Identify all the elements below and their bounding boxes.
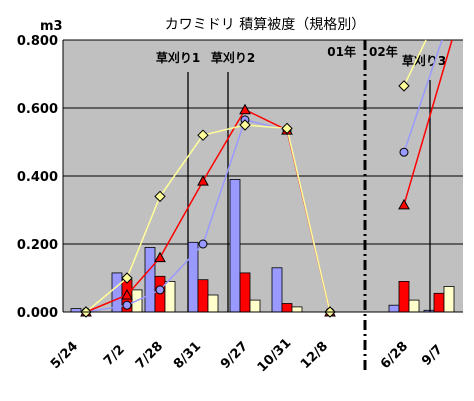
- bar-s3-5: [291, 306, 303, 313]
- marker-diamond-5: [281, 122, 293, 135]
- x-tick-label-4: 9/27: [218, 339, 251, 372]
- marker-triangle-2: [154, 251, 166, 263]
- bar-s2-5: [281, 303, 293, 313]
- marker-triangle-7: [398, 198, 410, 210]
- bar-s3-8: [443, 286, 455, 313]
- line-circle-seg2: [403, 39, 443, 153]
- marker-circle-3: [198, 239, 208, 249]
- bar-s3-7: [408, 299, 420, 313]
- bar-s1-0: [70, 308, 82, 313]
- bar-s2-7: [398, 280, 410, 313]
- y-tick-label-1: 0.200: [17, 238, 58, 253]
- bar-s1-7: [388, 304, 400, 313]
- bar-s1-3: [187, 241, 199, 313]
- line-triangle-seg2: [403, 39, 453, 206]
- marker-diamond-1: [121, 272, 133, 284]
- mowing-label-3: 草刈り3: [402, 53, 446, 68]
- marker-circle-2: [155, 285, 165, 295]
- bar-s1-5: [271, 267, 283, 313]
- x-tick-label-8: 9/7: [419, 342, 446, 369]
- marker-diamond-7: [398, 80, 410, 92]
- x-tick-label-3: 8/31: [171, 339, 204, 372]
- bar-s1-4: [229, 178, 241, 313]
- x-tick-label-7: 6/28: [378, 339, 411, 372]
- year-label-2001: 01年: [327, 44, 356, 59]
- y-tick-label-2: 0.400: [17, 170, 58, 185]
- x-tick-label-1: 7/2: [101, 342, 128, 369]
- marker-diamond-2: [154, 190, 166, 203]
- bar-s2-8: [433, 292, 445, 313]
- x-tick-label-0: 5/24: [48, 339, 81, 372]
- y-tick-label-0: 0.000: [17, 306, 58, 321]
- x-tick-label-5: 10/31: [255, 336, 295, 376]
- x-tick-label-2: 7/28: [133, 339, 166, 372]
- mowing-label-1: 草刈り1: [156, 50, 200, 65]
- x-tick-label-6: 12/8: [298, 339, 331, 372]
- y-axis-unit: m3: [40, 19, 63, 34]
- marker-circle-1: [122, 300, 132, 310]
- marker-triangle-1: [121, 288, 133, 300]
- marker-diamond-3: [197, 129, 209, 141]
- mowing-label-2: 草刈り2: [211, 50, 255, 65]
- line-diamond-seg2: [403, 39, 427, 87]
- bar-s2-4: [239, 272, 251, 313]
- bar-s3-2: [164, 280, 176, 313]
- year-label-2002: 02年: [369, 44, 398, 59]
- marker-circle-7: [399, 147, 409, 157]
- bar-s1-2: [144, 246, 156, 313]
- bar-s2-3: [197, 279, 209, 313]
- bar-s3-4: [249, 299, 261, 313]
- marker-triangle-3: [197, 175, 209, 186]
- y-tick-label-3: 0.600: [17, 102, 58, 117]
- chart-title: カワミドリ 積算被度（規格別）: [165, 17, 365, 33]
- bar-s3-3: [207, 294, 219, 313]
- marker-diamond-4: [239, 119, 251, 131]
- y-tick-label-4: 0.800: [17, 34, 58, 49]
- marker-triangle-4: [239, 103, 251, 115]
